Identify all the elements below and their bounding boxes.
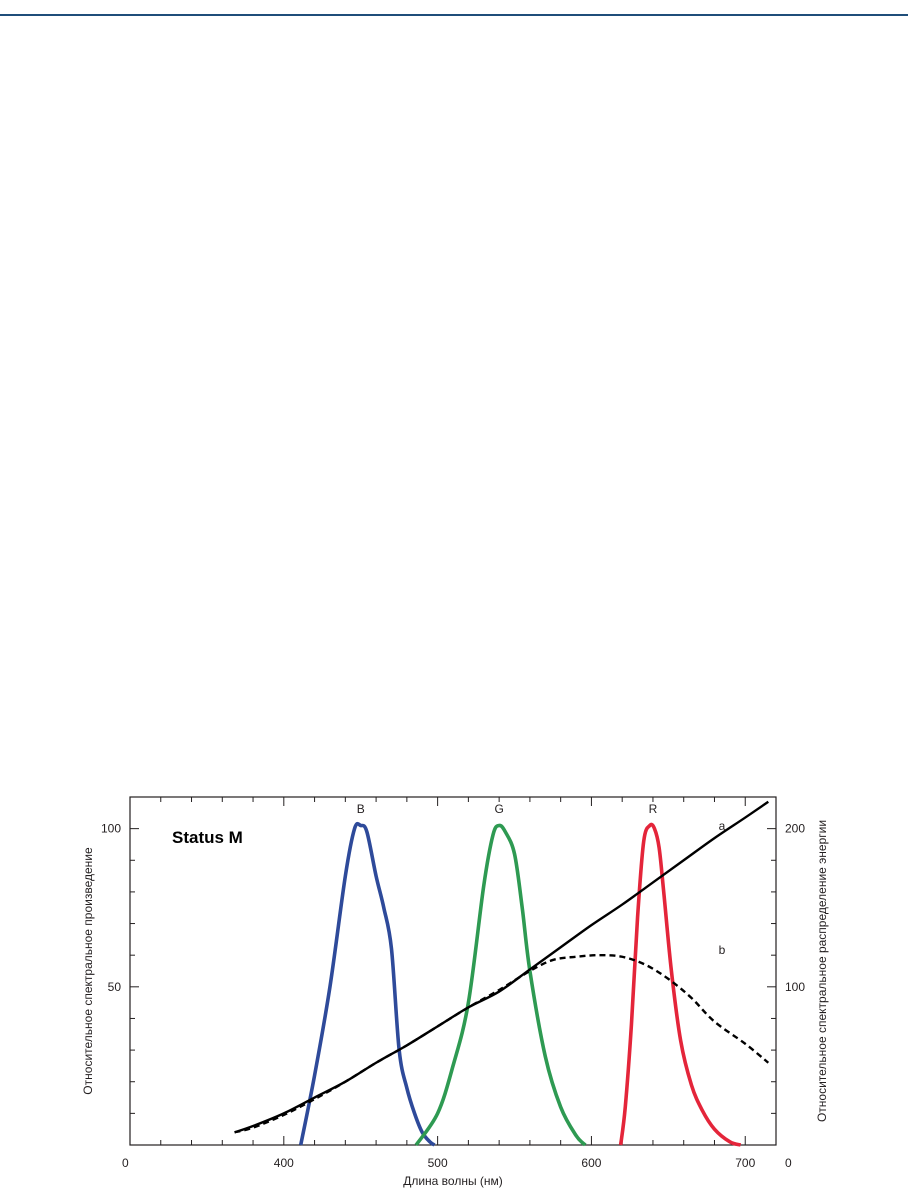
- x-tick-label: 600: [581, 1156, 601, 1170]
- y-left-axis-title: Относительное спектральное произведение: [81, 847, 95, 1095]
- x-tick-label: 700: [735, 1156, 755, 1170]
- annotation-b: b: [719, 943, 726, 957]
- y-left-tick-label: 50: [108, 980, 122, 994]
- annotation-G: G: [494, 802, 503, 816]
- annotation-B: B: [357, 802, 365, 816]
- series-G-line: [414, 823, 587, 1147]
- x-tick-label: 0: [122, 1156, 129, 1170]
- y-right-tick-label: 200: [785, 822, 805, 836]
- y-right-axis-title: Относительное спектральное распределение…: [815, 820, 829, 1122]
- series-R-line: [618, 822, 742, 1147]
- plot-frame: [129, 796, 777, 1146]
- x-tick-label: 500: [428, 1156, 448, 1170]
- annotation-a: a: [719, 819, 726, 833]
- chart-title: Status M: [172, 828, 243, 847]
- series-a-line: [234, 800, 769, 1134]
- series-b-line: [234, 953, 770, 1134]
- annotation-R: R: [649, 802, 658, 816]
- series-B-line: [298, 821, 436, 1147]
- x-axis-title: Длина волны (нм): [403, 1174, 503, 1188]
- y-left-tick-label: 100: [101, 822, 121, 836]
- x-tick-label: 400: [274, 1156, 294, 1170]
- page-header-rule: [0, 14, 908, 16]
- y-right-tick-label: 100: [785, 980, 805, 994]
- labels-layer: Status M Длина волны (нм) Относительное …: [81, 802, 829, 1188]
- y-right-tick-label: 0: [785, 1156, 792, 1170]
- axis-ticks: [130, 797, 776, 1145]
- series-layer: [234, 800, 770, 1147]
